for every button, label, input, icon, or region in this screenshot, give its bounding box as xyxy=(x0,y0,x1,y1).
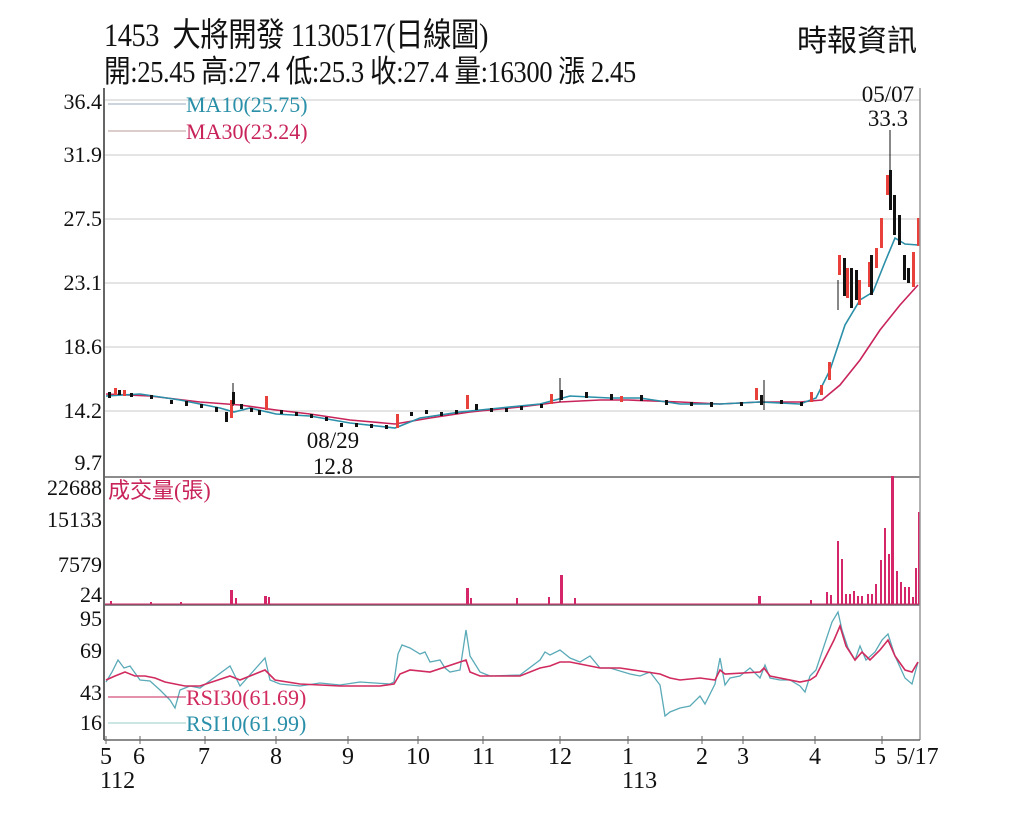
rsi-pane: 95 69 43 16 RSI30(61.69) RSI10(61.99) xyxy=(80,606,919,736)
high-date: 05/07 xyxy=(862,82,914,107)
rsi-tick: 16 xyxy=(80,710,102,735)
volume-bars xyxy=(110,476,920,604)
volume-tick: 15133 xyxy=(47,507,102,532)
price-gridlines xyxy=(104,99,920,412)
brand-label: 時報資訊 xyxy=(797,25,917,58)
low-date: 08/29 xyxy=(307,428,359,453)
ma30-legend: MA30(23.24) xyxy=(186,119,308,144)
x-tick: 8 xyxy=(270,744,282,770)
price-tick: 31.9 xyxy=(64,142,103,167)
price-tick: 18.6 xyxy=(64,334,103,359)
x-tick: 9 xyxy=(342,744,354,770)
rsi-tick: 43 xyxy=(80,680,102,705)
x-tick: 2 xyxy=(696,744,708,770)
price-pane: 36.4 31.9 27.5 23.1 18.6 14.2 9.7 MA10(2… xyxy=(64,82,920,479)
x-axis-ticks xyxy=(105,736,883,744)
rsi30-legend: RSI30(61.69) xyxy=(186,685,306,710)
x-tick: 3 xyxy=(737,744,749,770)
ma-legend: MA10(25.75) MA30(23.24) xyxy=(108,92,308,144)
year-label: 112 xyxy=(100,768,135,794)
x-tick: 4 xyxy=(809,744,821,770)
volume-tick: 22688 xyxy=(47,475,102,500)
rsi-legend: RSI30(61.69) RSI10(61.99) xyxy=(108,685,306,736)
x-tick: 5/17 xyxy=(896,744,939,770)
rsi-tick: 95 xyxy=(80,606,102,631)
chart-title: 1453 大將開發 1130517(日線圖) xyxy=(104,18,489,54)
x-axis-labels: 5 6 7 8 9 10 11 12 1 2 3 4 5 5/17 112 11… xyxy=(100,744,939,794)
year-label: 113 xyxy=(622,768,657,794)
low-value: 12.8 xyxy=(313,454,353,479)
volume-tick: 24 xyxy=(80,582,102,607)
rsi-tick: 69 xyxy=(80,638,102,663)
x-tick: 6 xyxy=(133,744,145,770)
price-tick: 9.7 xyxy=(75,450,103,475)
x-tick: 5 xyxy=(874,744,886,770)
volume-pane: 22688 15133 7579 24 成交量(張) xyxy=(47,475,920,607)
candles xyxy=(108,130,920,429)
volume-title: 成交量(張) xyxy=(108,478,211,503)
x-tick: 7 xyxy=(198,744,210,770)
x-tick: 11 xyxy=(472,744,495,770)
rsi10-line xyxy=(105,610,919,718)
rsi10-legend: RSI10(61.99) xyxy=(186,711,306,736)
x-tick: 1 xyxy=(622,744,634,770)
rsi30-line xyxy=(105,623,919,687)
ma10-legend: MA10(25.75) xyxy=(186,92,308,117)
price-tick: 14.2 xyxy=(64,398,103,423)
x-tick: 12 xyxy=(548,744,572,770)
ohlc-summary: 開:25.45 高:27.4 低:25.3 收:27.4 量:16300 漲 2… xyxy=(104,54,636,89)
x-tick: 10 xyxy=(406,744,430,770)
ma10-line xyxy=(105,236,919,429)
ma30-line xyxy=(105,284,919,425)
price-y-axis-labels: 36.4 31.9 27.5 23.1 18.6 14.2 9.7 xyxy=(64,89,103,475)
x-tick: 5 xyxy=(100,744,112,770)
price-tick: 27.5 xyxy=(64,206,103,231)
high-annotation: 05/07 33.3 xyxy=(862,82,914,131)
price-tick: 36.4 xyxy=(64,89,103,114)
high-value: 33.3 xyxy=(868,106,908,131)
volume-tick: 7579 xyxy=(58,552,102,577)
low-annotation: 08/29 12.8 xyxy=(307,428,359,479)
price-tick: 23.1 xyxy=(64,270,103,295)
